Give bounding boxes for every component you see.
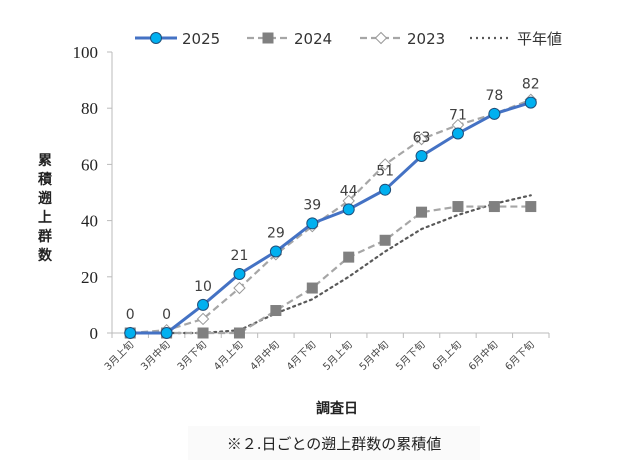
data-point xyxy=(270,305,282,317)
data-label: 10 xyxy=(194,279,212,295)
data-point xyxy=(451,127,464,140)
y-tick-label: 100 xyxy=(73,43,99,62)
legend-item-2025: 2025 xyxy=(135,30,220,48)
data-point xyxy=(378,158,392,171)
data-label: 44 xyxy=(340,183,358,199)
x-tick-label: 5月上旬 xyxy=(320,338,355,373)
data-label: 39 xyxy=(303,197,321,213)
data-point xyxy=(233,327,245,339)
data-label: 0 xyxy=(162,307,171,323)
data-point xyxy=(379,234,391,246)
x-tick-label: 3月下旬 xyxy=(174,338,209,373)
data-point xyxy=(233,281,246,295)
y-axis-label-char: 上 xyxy=(38,210,52,226)
x-tick-label: 4月下旬 xyxy=(283,338,318,373)
legend-marker xyxy=(374,31,388,45)
legend-item-2024: 2024 xyxy=(247,30,332,48)
data-label: 29 xyxy=(267,226,285,242)
legend-item-平年値: 平年値 xyxy=(470,30,562,48)
data-point xyxy=(379,183,392,196)
y-axis-label-char: 群 xyxy=(37,228,52,245)
data-point xyxy=(415,149,428,162)
data-label: 82 xyxy=(522,77,540,93)
y-axis-label: 累積遡上群数 xyxy=(37,153,53,264)
data-label: 78 xyxy=(485,88,503,104)
data-point xyxy=(269,245,282,258)
x-tick-label: 4月上旬 xyxy=(211,338,246,373)
data-point xyxy=(415,132,428,146)
data-label: 51 xyxy=(376,164,394,180)
data-point xyxy=(306,282,318,294)
series-line xyxy=(130,205,531,335)
data-point xyxy=(196,312,210,326)
y-tick-label: 0 xyxy=(90,324,99,343)
data-point xyxy=(452,201,464,213)
legend-marker xyxy=(150,32,162,44)
data-point xyxy=(525,201,537,213)
x-tick-label: 4月中旬 xyxy=(247,338,282,373)
series-line xyxy=(130,101,532,335)
series-line xyxy=(130,98,532,335)
data-label: 63 xyxy=(413,130,431,146)
y-axis-label-char: 累 xyxy=(38,153,52,169)
y-tick-label: 20 xyxy=(81,268,98,287)
data-point xyxy=(160,327,173,339)
y-axis-label-char: 遡 xyxy=(38,190,52,207)
data-point xyxy=(197,327,209,339)
y-tick-label: 60 xyxy=(81,155,98,174)
x-tick-label: 5月下旬 xyxy=(393,338,428,373)
y-tick-label: 40 xyxy=(81,212,98,231)
x-tick-label: 3月上旬 xyxy=(101,338,136,373)
y-axis-label-char: 積 xyxy=(37,171,53,188)
data-label: 0 xyxy=(126,307,135,323)
x-axis-label: 調査日 xyxy=(316,400,358,417)
data-point xyxy=(233,267,246,280)
legend-label: 平年値 xyxy=(517,30,562,48)
series-2025: 0 0 10 21 29 39 44 51 63 71 78 82 xyxy=(124,77,540,339)
data-point xyxy=(488,107,501,120)
legend-marker xyxy=(262,32,274,44)
data-label: 21 xyxy=(231,248,249,264)
data-label: 71 xyxy=(449,107,467,123)
x-tick-label: 6月上旬 xyxy=(429,338,464,373)
legend-item-2023: 2023 xyxy=(360,30,445,48)
data-point xyxy=(343,251,355,263)
data-point xyxy=(488,201,500,213)
data-point xyxy=(306,217,319,230)
caption: ※２.日ごとの遡上群数の累積値 xyxy=(227,435,442,453)
x-tick-label: 6月中旬 xyxy=(466,338,501,373)
data-point xyxy=(197,298,210,311)
data-point xyxy=(124,327,137,339)
legend-label: 2024 xyxy=(294,30,332,48)
legend-label: 2025 xyxy=(182,30,220,48)
x-tick-label: 5月中旬 xyxy=(356,338,391,373)
legend-label: 2023 xyxy=(407,30,445,48)
data-point xyxy=(416,206,428,218)
x-tick-label: 3月中旬 xyxy=(138,338,173,373)
y-tick-label: 80 xyxy=(81,99,98,118)
x-tick-label: 6月下旬 xyxy=(502,338,537,373)
data-point xyxy=(342,203,355,216)
caption-box xyxy=(188,426,480,460)
data-point xyxy=(524,96,537,109)
y-axis-label-char: 数 xyxy=(38,247,53,264)
